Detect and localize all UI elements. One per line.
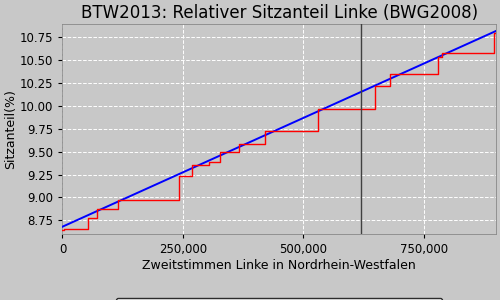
Sitzanteil real bbox=[60, 228, 66, 232]
Sitzanteil real bbox=[200, 163, 206, 166]
Sitzanteil real bbox=[319, 107, 325, 110]
Title: BTW2013: Relativer Sitzanteil Linke (BWG2008): BTW2013: Relativer Sitzanteil Linke (BWG… bbox=[80, 4, 477, 22]
Sitzanteil ideal bbox=[270, 130, 276, 134]
Line: Sitzanteil real: Sitzanteil real bbox=[62, 32, 496, 230]
Sitzanteil real bbox=[372, 84, 378, 88]
Sitzanteil ideal bbox=[493, 29, 499, 33]
Sitzanteil ideal bbox=[82, 215, 87, 218]
Y-axis label: Sitzanteil(%): Sitzanteil(%) bbox=[4, 89, 17, 169]
Sitzanteil real bbox=[276, 129, 282, 133]
Sitzanteil real bbox=[439, 51, 445, 55]
Sitzanteil ideal bbox=[258, 135, 264, 139]
Legend: Sitzanteil ideal, Sitzanteil real, Wahlergebnis: Sitzanteil ideal, Sitzanteil real, Wahle… bbox=[116, 298, 442, 300]
Sitzanteil ideal bbox=[60, 225, 66, 229]
X-axis label: Zweitstimmen Linke in Nordrhein-Westfalen: Zweitstimmen Linke in Nordrhein-Westfale… bbox=[142, 259, 416, 272]
Sitzanteil ideal bbox=[400, 71, 406, 74]
Line: Sitzanteil ideal: Sitzanteil ideal bbox=[62, 31, 496, 227]
Sitzanteil ideal bbox=[480, 35, 486, 38]
Sitzanteil real bbox=[493, 30, 499, 34]
Sitzanteil ideal bbox=[480, 35, 486, 39]
Sitzanteil real bbox=[315, 129, 321, 133]
